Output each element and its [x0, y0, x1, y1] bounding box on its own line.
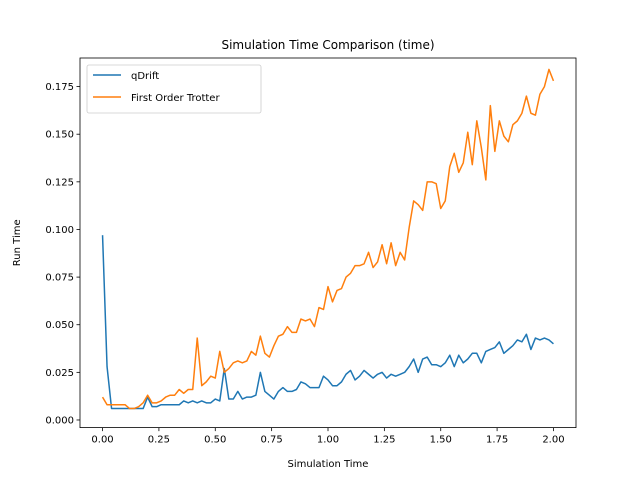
y-tick-label: 0.150 — [45, 130, 74, 141]
series-layer — [101, 68, 555, 410]
x-axis-label: Simulation Time — [288, 459, 369, 470]
x-tick-label: 0.50 — [204, 435, 226, 446]
x-tick-label: 1.00 — [317, 435, 339, 446]
x-tick-label: 1.50 — [430, 435, 452, 446]
legend-box — [86, 64, 262, 114]
y-tick-label: 0.000 — [45, 415, 74, 426]
x-tick-label: 0.75 — [261, 435, 283, 446]
y-tick-label: 0.050 — [45, 320, 74, 331]
y-axis: 0.000 0.025 0.050 0.075 0.100 0.125 0.150 0.175 — [45, 82, 80, 426]
legend-label-qdrift: qDrift — [131, 71, 159, 82]
series-line-first-order-trotter — [101, 68, 555, 410]
y-tick-label: 0.175 — [45, 82, 74, 93]
y-tick-label: 0.125 — [45, 177, 74, 188]
x-tick-label: 0.25 — [148, 435, 170, 446]
x-tick-label: 1.75 — [486, 435, 508, 446]
chart-title: Simulation Time Comparison (time) — [221, 38, 434, 52]
x-tick-label: 0.00 — [91, 435, 113, 446]
plot-frame — [79, 57, 577, 429]
y-tick-label: 0.025 — [45, 368, 74, 379]
y-axis-label: Run Time — [12, 219, 23, 266]
plot-area — [80, 58, 576, 428]
x-axis: 0.00 0.25 0.50 0.75 1.00 1.25 1.50 1.75 2.00 — [91, 427, 565, 446]
legend: qDrift First Order Trotter — [86, 64, 262, 114]
x-tick-label: 2.00 — [542, 435, 564, 446]
series-line-qdrift — [101, 235, 554, 410]
y-tick-label: 0.075 — [45, 273, 74, 284]
legend-label-first-order-trotter: First Order Trotter — [131, 93, 220, 104]
y-tick-label: 0.100 — [45, 225, 74, 236]
x-tick-label: 1.25 — [373, 435, 395, 446]
